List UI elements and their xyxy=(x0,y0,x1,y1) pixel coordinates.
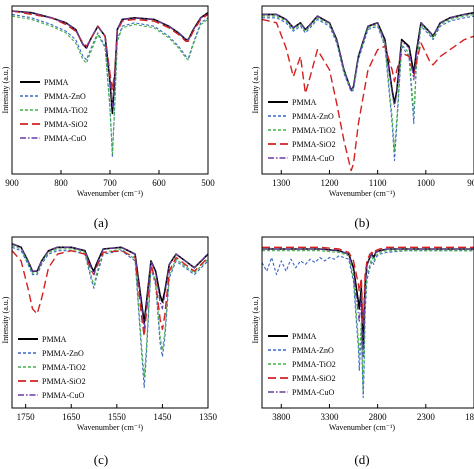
legend-entry: PMMA-ZnO xyxy=(292,112,334,121)
legend-entry: PMMA-ZnO xyxy=(42,349,84,358)
series-line-pmma-sio2 xyxy=(12,250,208,337)
panel-2: 1750 1650 1550 1450 1350 Wavenumber (cm⁻¹) Int… xyxy=(1,236,218,467)
series-line-pmma-cuo xyxy=(12,243,208,330)
panel-label: (d) xyxy=(354,452,369,467)
legend-entry: PMMA-SiO2 xyxy=(44,120,88,129)
x-axis-label: Wavenumber (cm⁻¹) xyxy=(77,423,144,432)
x-tick-label: 1100 xyxy=(369,178,387,188)
legend-entry: PMMA-TiO2 xyxy=(292,360,336,369)
legend-entry: PMMA-TiO2 xyxy=(44,106,88,115)
series-line-pmma-sio2 xyxy=(12,10,208,91)
series-line-pmma xyxy=(12,10,208,115)
legend-entry: PMMA-ZnO xyxy=(44,92,86,101)
x-tick-label: 900 xyxy=(5,178,19,188)
x-tick-label: 1000 xyxy=(417,178,436,188)
x-tick-label: 600 xyxy=(152,178,166,188)
legend-entry: PMMA-TiO2 xyxy=(42,363,86,372)
legend-entry: PMMA-SiO2 xyxy=(292,140,336,149)
legend-entry: PMMA xyxy=(42,335,67,344)
x-tick-label: 1450 xyxy=(153,412,172,422)
x-tick-label: 3800 xyxy=(272,412,291,422)
series-line-pmma-zno xyxy=(262,15,474,162)
panel-0: 900 800 700 600 500 Wavenumber (cm⁻¹) Intensit… xyxy=(1,5,215,230)
panel-label: (c) xyxy=(94,452,108,467)
panel-label: (a) xyxy=(94,215,108,230)
x-tick-label: 1550 xyxy=(108,412,127,422)
x-tick-label: 2300 xyxy=(417,412,436,422)
plot-frame xyxy=(261,5,474,175)
x-tick-label: 800 xyxy=(54,178,68,188)
x-tick-label: 1350 xyxy=(199,412,218,422)
legend-entry: PMMA-SiO2 xyxy=(42,377,86,386)
legend-entry: PMMA xyxy=(44,78,69,87)
x-tick-label: 1800 xyxy=(465,412,474,422)
x-axis-label: Wavenumber (cm⁻¹) xyxy=(77,189,144,198)
x-tick-label: 2800 xyxy=(369,412,388,422)
plot-frame xyxy=(261,236,474,409)
series-line-pmma-tio2 xyxy=(12,15,208,155)
legend-entry: PMMA-TiO2 xyxy=(292,126,336,135)
series-line-pmma-tio2 xyxy=(262,250,474,392)
legend-entry: PMMA-CuO xyxy=(42,391,84,400)
series-line-pmma-sio2 xyxy=(262,18,474,172)
panel-3: 3800 3300 2800 2300 1800 Wavenumber (cm⁻¹) Int… xyxy=(251,236,474,467)
y-axis-label: Intensity (a.u.) xyxy=(1,296,10,343)
x-tick-label: 700 xyxy=(103,178,117,188)
legend-entry: PMMA-CuO xyxy=(292,388,334,397)
y-axis-label: Intensity (a.u.) xyxy=(251,66,260,113)
x-tick-label: 1200 xyxy=(320,178,339,188)
x-tick-label: 1650 xyxy=(62,412,81,422)
panel-label: (b) xyxy=(354,215,369,230)
x-tick-label: 3300 xyxy=(320,412,339,422)
legend-entry: PMMA xyxy=(292,332,317,341)
x-tick-label: 1750 xyxy=(17,412,36,422)
series-line-pmma-zno xyxy=(12,246,208,389)
x-tick-label: 500 xyxy=(201,178,215,188)
plot-frame xyxy=(11,236,209,409)
series-line-pmma-cuo xyxy=(12,10,208,108)
legend-entry: PMMA-ZnO xyxy=(292,346,334,355)
legend-entry: PMMA-SiO2 xyxy=(292,374,336,383)
legend-entry: PMMA xyxy=(292,98,317,107)
series-line-pmma-zno xyxy=(262,250,474,399)
legend-entry: PMMA-CuO xyxy=(292,154,334,163)
x-tick-label: 1300 xyxy=(272,178,291,188)
x-axis-label: Wavenumber (cm⁻¹) xyxy=(329,189,396,198)
legend-entry: PMMA-CuO xyxy=(44,134,86,143)
y-axis-label: Intensity (a.u.) xyxy=(1,66,10,113)
series-line-pmma-cuo xyxy=(262,12,474,108)
x-tick-label: 900 xyxy=(467,178,474,188)
x-axis-label: Wavenumber (cm⁻¹) xyxy=(329,423,396,432)
series-line-pmma-sio2 xyxy=(262,246,474,324)
panel-1: 1300 1200 1100 1000 900 Wavenumber (cm⁻¹) Inte… xyxy=(251,5,474,230)
y-axis-label: Intensity (a.u.) xyxy=(251,296,260,343)
